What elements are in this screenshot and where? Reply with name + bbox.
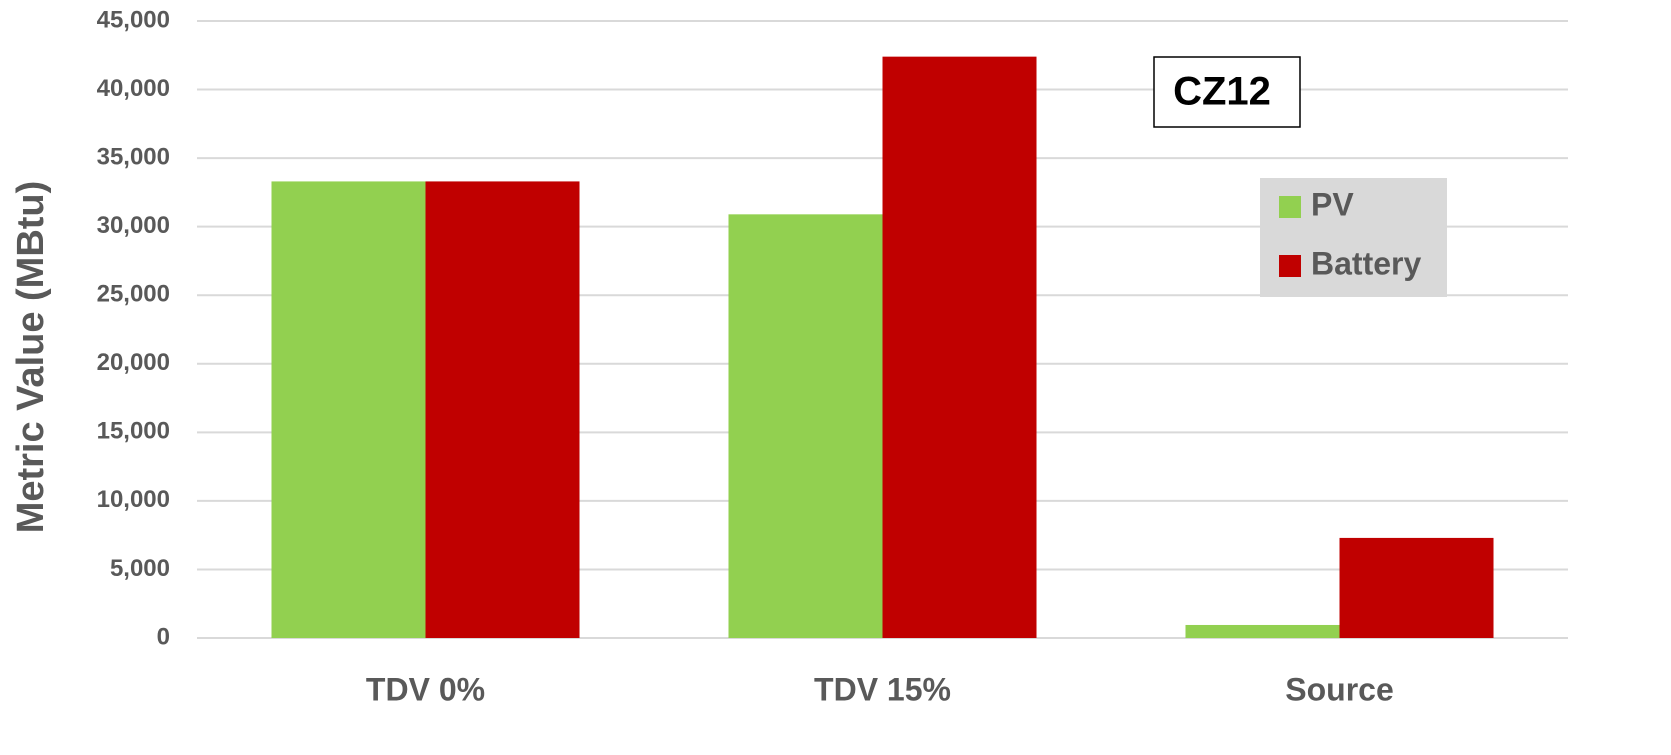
y-tick-label: 30,000 <box>97 212 170 239</box>
y-tick-label: 40,000 <box>97 75 170 102</box>
y-tick-label: 45,000 <box>97 6 170 33</box>
legend-swatch <box>1279 196 1301 218</box>
bar <box>1185 624 1340 638</box>
legend-swatch <box>1279 255 1301 277</box>
annotation: CZ12 <box>1173 70 1271 114</box>
legend-label: PV <box>1311 186 1354 222</box>
x-tick-label: Source <box>1285 671 1393 707</box>
y-tick-label: 20,000 <box>97 349 170 376</box>
y-tick-label: 15,000 <box>97 418 170 445</box>
y-tick-label: 0 <box>157 623 170 650</box>
bar <box>271 181 426 639</box>
y-tick-label: 5,000 <box>110 555 170 582</box>
y-tick-label: 35,000 <box>97 143 170 170</box>
y-axis-title: Metric Value (MBtu) <box>10 181 52 534</box>
bar <box>882 56 1037 639</box>
bar <box>1339 537 1494 638</box>
bar <box>425 181 580 639</box>
annotation-box <box>1153 56 1301 128</box>
legend-label: Battery <box>1311 245 1421 281</box>
bar <box>728 214 883 638</box>
y-tick-label: 10,000 <box>97 486 170 513</box>
y-tick-label: 25,000 <box>97 281 170 308</box>
x-tick-label: TDV 15% <box>814 671 951 707</box>
x-tick-label: TDV 0% <box>366 671 485 707</box>
